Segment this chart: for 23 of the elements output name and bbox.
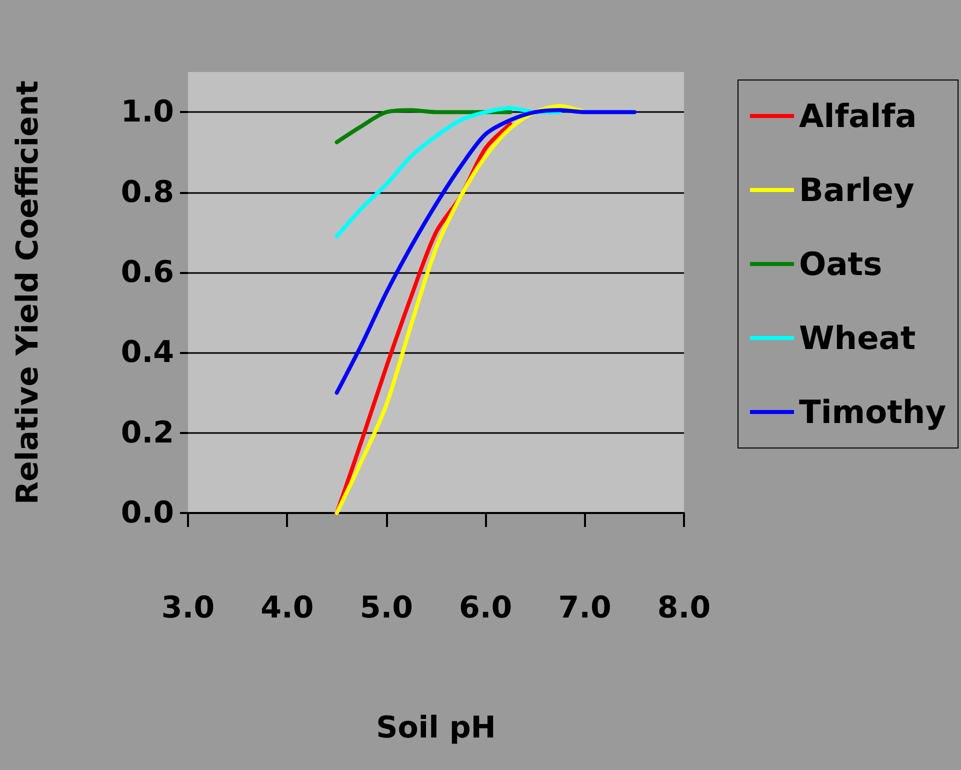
- y-tick-label: 0.0: [120, 496, 174, 530]
- legend-label: Wheat: [799, 319, 916, 357]
- x-tick-label: 5.0: [360, 590, 413, 626]
- line-series: [334, 106, 562, 238]
- x-axis-title: Soil pH: [376, 710, 496, 746]
- y-tick-label: 0.2: [120, 415, 174, 450]
- y-tick-label: 0.8: [120, 174, 174, 210]
- line-series: [334, 108, 636, 395]
- x-tick-label: 6.0: [459, 590, 512, 626]
- x-tick-label: 8.0: [657, 590, 711, 626]
- legend-label: Barley: [799, 171, 914, 209]
- y-axis-title: Relative Yield Coefficient: [10, 80, 46, 505]
- y-tick-label: 0.6: [120, 254, 174, 290]
- legend-label: Alfalfa: [799, 97, 917, 135]
- y-tick-label: 1.0: [120, 94, 174, 130]
- legend-label: Timothy: [799, 393, 946, 431]
- line-series: [334, 108, 512, 144]
- x-tick-label: 4.0: [260, 590, 314, 626]
- y-tick-label: 0.4: [120, 335, 174, 370]
- legend-label: Oats: [799, 245, 882, 283]
- x-tick-label: 7.0: [558, 590, 612, 626]
- line-series: [334, 104, 587, 515]
- x-tick-label: 3.0: [161, 590, 215, 626]
